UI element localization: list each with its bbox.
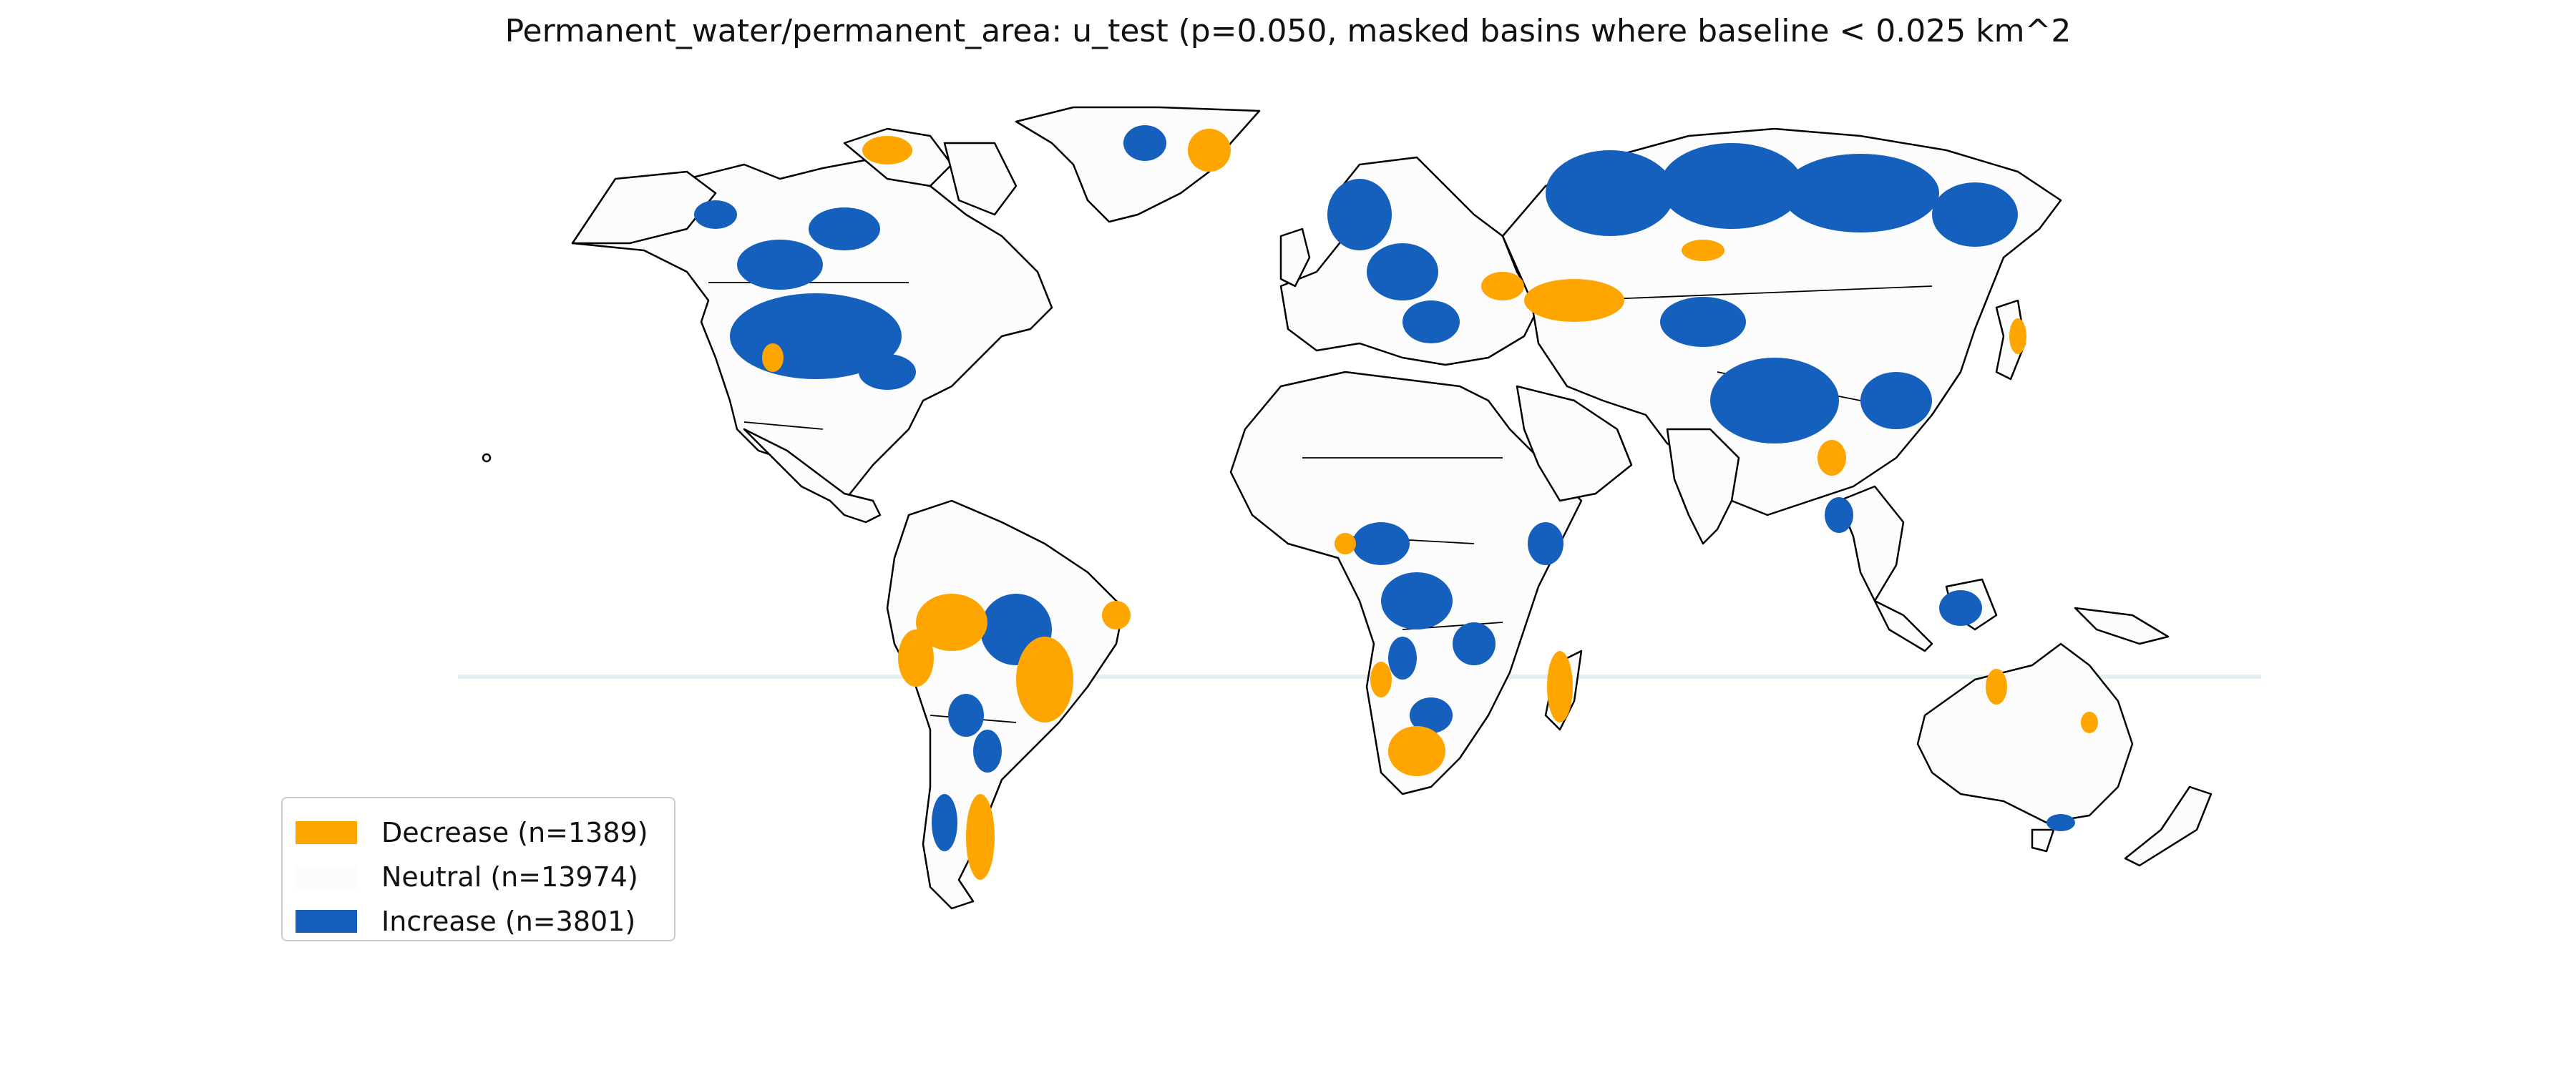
alaska — [571, 170, 717, 245]
neutral-swatch — [296, 866, 357, 888]
increase-swatch — [296, 910, 357, 933]
arabia — [1516, 385, 1633, 502]
legend-item-increase: Increase (n=3801) — [296, 903, 635, 940]
new-guinea — [2074, 607, 2170, 645]
india — [1666, 428, 1740, 545]
great-britain — [1279, 227, 1311, 288]
map-title: Permanent_water/permanent_area: u_test (… — [504, 13, 2072, 49]
tasmania — [2031, 828, 2055, 853]
decrease-basins — [762, 129, 2098, 880]
hawaii — [482, 453, 492, 463]
australia — [1916, 642, 2134, 824]
southeast-asia — [1838, 485, 1905, 602]
map-legend: Decrease (n=1389) Neutral (n=13974) Incr… — [281, 797, 675, 941]
legend-label-neutral: Neutral (n=13974) — [381, 861, 638, 893]
legend-label-decrease: Decrease (n=1389) — [381, 817, 648, 848]
legend-label-increase: Increase (n=3801) — [381, 906, 636, 937]
new-zealand — [2124, 785, 2212, 867]
baffin-island — [943, 142, 1018, 216]
legend-item-decrease: Decrease (n=1389) — [296, 814, 648, 851]
decrease-swatch — [296, 821, 357, 844]
legend-item-neutral: Neutral (n=13974) — [296, 858, 638, 896]
sumatra — [1873, 599, 1933, 652]
south-america — [886, 499, 1125, 910]
increase-basins — [694, 125, 2075, 851]
central-america — [743, 428, 882, 524]
